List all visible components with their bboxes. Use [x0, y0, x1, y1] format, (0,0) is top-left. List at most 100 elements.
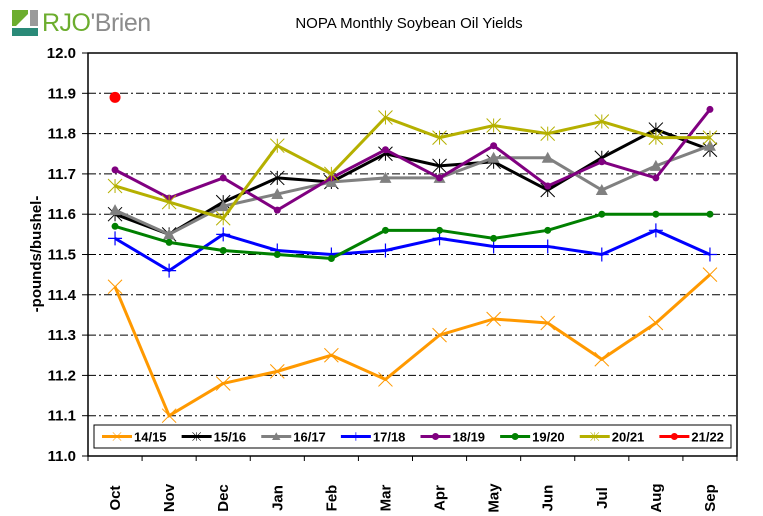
legend-item: 18/19 [420, 430, 485, 445]
star-marker-icon [486, 118, 501, 133]
triangle-marker-icon [379, 171, 392, 183]
legend-marker [351, 432, 361, 441]
x-marker-icon [648, 315, 664, 331]
y-tick-label: 11.0 [48, 448, 76, 465]
x-marker-icon [540, 315, 556, 331]
y-axis-label: -pounds/bushel- [28, 196, 45, 313]
star-marker-icon [269, 138, 285, 154]
data-point [381, 146, 389, 154]
data-point [648, 315, 664, 331]
data-point [325, 175, 338, 187]
legend-item: 14/15 [102, 430, 167, 445]
data-point [486, 311, 501, 327]
triangle-marker-icon [217, 200, 230, 212]
data-point [378, 243, 393, 258]
circle-marker-icon [327, 255, 335, 263]
star-marker-icon [107, 178, 123, 194]
logo-text: RJO'Brien [42, 8, 151, 37]
data-point [706, 210, 714, 218]
circle-marker-icon [436, 174, 444, 182]
data-point [594, 247, 609, 262]
x-tick-label: Dec [215, 484, 232, 512]
data-point [111, 166, 119, 174]
data-point [436, 174, 444, 182]
x-tick-label: Sep [702, 484, 719, 512]
x-tick-label: Feb [323, 485, 340, 512]
y-tick-label: 11.5 [48, 247, 76, 264]
legend-box [93, 424, 732, 449]
data-point [594, 114, 610, 129]
star-marker-icon [161, 194, 177, 210]
y-tick-label: 11.4 [48, 287, 77, 304]
circle-marker-icon [381, 146, 389, 154]
x-marker-icon [269, 364, 285, 379]
series-19-20 [111, 210, 714, 263]
series-18-19 [111, 105, 714, 214]
x-marker-icon [432, 327, 447, 343]
x-tick-label: Aug [648, 483, 665, 512]
data-point [540, 315, 556, 331]
plus-marker-icon [378, 243, 393, 258]
data-point [273, 206, 281, 214]
circle-marker-icon [111, 222, 119, 230]
x-tick-label: Mar [377, 485, 394, 512]
triangle-marker-icon [487, 151, 500, 163]
circle-marker-icon [165, 238, 173, 246]
triangle-marker-icon [595, 184, 608, 196]
star-marker-icon [378, 110, 393, 125]
legend-marker [511, 433, 519, 440]
circle-marker-icon [544, 226, 552, 234]
data-point [598, 158, 606, 166]
data-point [379, 171, 392, 183]
triangle-marker-icon [703, 139, 716, 151]
data-point [161, 194, 177, 210]
x-tick-label: Jun [540, 485, 557, 512]
data-point [540, 239, 555, 254]
triangle-marker-icon [649, 159, 662, 171]
data-point [702, 267, 718, 283]
y-tick-label: 11.2 [48, 367, 76, 384]
circle-marker-icon [219, 174, 227, 182]
data-point [269, 170, 285, 186]
data-point [490, 142, 498, 150]
logo-mark-icon [12, 10, 38, 36]
data-point [432, 158, 447, 174]
data-point [109, 204, 122, 216]
series-line [114, 115, 710, 220]
data-point [487, 151, 500, 163]
series-line [114, 108, 712, 212]
data-point [378, 372, 393, 387]
x-marker-icon [486, 311, 501, 327]
data-point [324, 166, 339, 182]
data-point [541, 151, 554, 163]
data-point [219, 246, 227, 254]
circle-marker-icon [706, 210, 714, 218]
circle-marker-icon [511, 433, 519, 440]
series-line [114, 127, 711, 237]
data-point [544, 226, 552, 234]
data-point [652, 174, 660, 182]
data-point [436, 226, 444, 234]
star-marker-icon [432, 158, 447, 174]
x-tick-label: May [486, 483, 503, 513]
y-tick-label: 11.8 [48, 126, 76, 143]
data-point [161, 408, 177, 424]
x-tick-label: Oct [107, 485, 124, 510]
legend-label: 20/21 [612, 430, 645, 445]
y-tick-label: 11.7 [48, 166, 76, 183]
x-marker-icon [378, 372, 393, 387]
data-point [378, 110, 393, 125]
legend-item: 17/18 [340, 430, 405, 445]
triangle-marker-icon [325, 175, 338, 187]
data-point [432, 327, 447, 343]
data-point [594, 351, 610, 367]
series-line [113, 273, 711, 418]
circle-marker-icon [432, 433, 439, 440]
plus-marker-icon [594, 247, 609, 262]
series-line [114, 228, 711, 273]
circle-marker-icon [436, 226, 444, 234]
legend-marker [590, 432, 600, 441]
x-marker-icon [161, 408, 177, 424]
x-marker-icon [112, 432, 122, 441]
circle-marker-icon [490, 234, 498, 242]
